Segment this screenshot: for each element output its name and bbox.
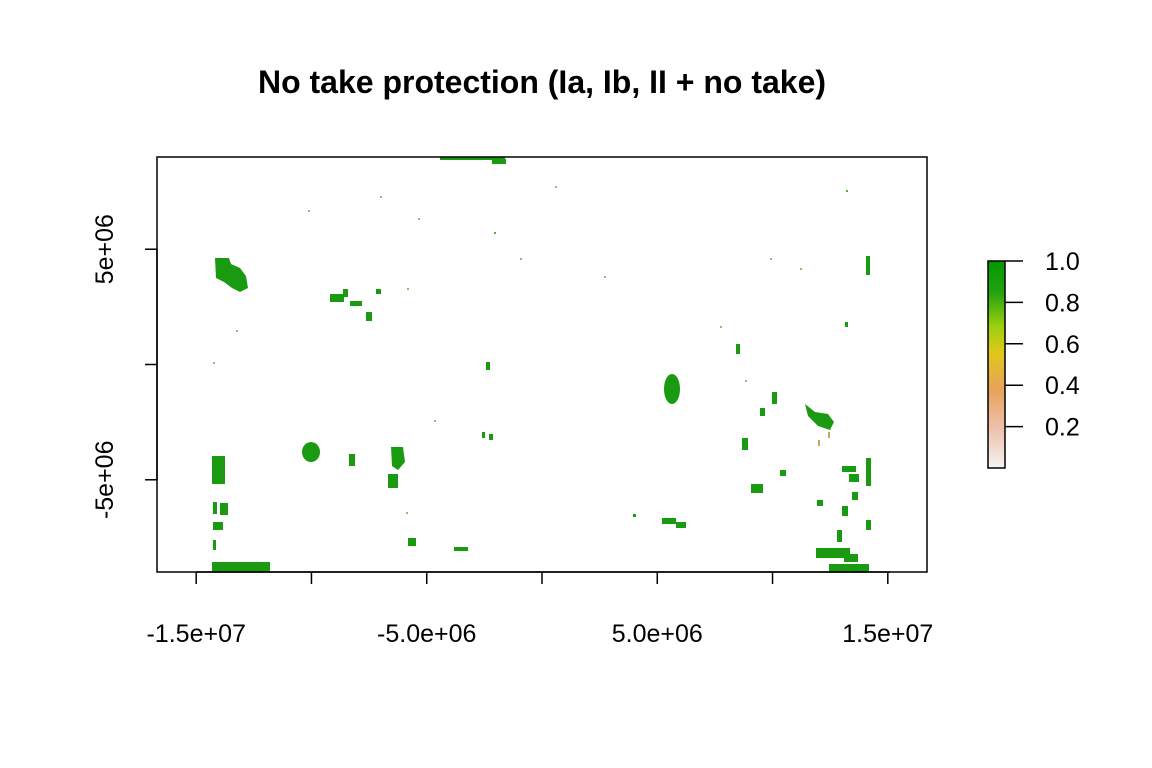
raster-speck (407, 288, 409, 290)
raster-patch (664, 374, 680, 404)
y-tick-label: 5e+06 (91, 214, 119, 284)
raster-patch (842, 506, 848, 516)
raster-patch (751, 484, 763, 493)
raster-patch (343, 289, 348, 297)
raster-patch (220, 503, 228, 515)
legend-tick-label: 0.2 (1045, 414, 1080, 442)
legend-tick-label: 1.0 (1045, 248, 1080, 276)
raster-speck (604, 276, 606, 278)
raster-speck (828, 432, 830, 438)
raster-patch (486, 362, 490, 370)
raster-patch (852, 492, 858, 500)
raster-speck (770, 258, 772, 260)
raster-patch (676, 522, 686, 528)
raster-patch (866, 256, 870, 275)
raster-patch (849, 474, 859, 482)
raster-patch (866, 458, 871, 486)
raster-patch (742, 438, 748, 450)
raster-patch (489, 434, 493, 440)
y-tick-label: -5e+06 (91, 441, 119, 520)
raster-patch (350, 301, 362, 306)
raster-speck (434, 420, 436, 422)
x-tick-label: -5.0e+06 (377, 620, 476, 648)
raster-layer (212, 157, 871, 572)
raster-patch (817, 500, 823, 506)
raster-speck (236, 330, 238, 332)
raster-patch (212, 456, 225, 484)
raster-patch (842, 466, 856, 472)
raster-patch (845, 322, 848, 327)
raster-patch (780, 470, 786, 476)
raster-patch (376, 289, 381, 294)
raster-patch (662, 518, 676, 524)
raster-patch (213, 502, 217, 514)
x-tick-label: 5.0e+06 (612, 620, 703, 648)
raster-patch (215, 258, 248, 292)
raster-patch (212, 562, 270, 572)
chart-title: No take protection (Ia, Ib, II + no take… (258, 64, 826, 100)
raster-patch (633, 514, 636, 517)
raster-speck (745, 380, 747, 382)
raster-patch (816, 548, 850, 558)
legend-tick-label: 0.4 (1045, 372, 1080, 400)
raster-patch (837, 530, 842, 542)
raster-speck (800, 268, 802, 270)
x-axis: -1.5e+07 -5.0e+06 5.0e+06 1.5e+07 (146, 571, 933, 648)
raster-patch (408, 538, 416, 546)
raster-speck (213, 362, 215, 364)
raster-patch (213, 540, 216, 550)
raster-patch (760, 408, 765, 416)
raster-patch (866, 520, 871, 530)
raster-speck (308, 210, 310, 212)
raster-speck (818, 440, 820, 446)
raster-patch (805, 404, 834, 430)
raster-patch (844, 554, 858, 562)
raster-patch (482, 432, 485, 438)
raster-patch (492, 159, 506, 164)
raster-speck (520, 258, 522, 260)
raster-speck (494, 232, 496, 234)
plot-frame (156, 156, 928, 573)
raster-speck (406, 512, 408, 514)
raster-patch (366, 312, 372, 321)
raster-patch (736, 344, 740, 354)
raster-patch (454, 547, 468, 551)
legend-tick-label: 0.8 (1045, 289, 1080, 317)
raster-patch (330, 294, 344, 302)
legend-tick-label: 0.6 (1045, 331, 1080, 359)
x-tick-label: 1.5e+07 (842, 620, 933, 648)
color-legend: 0.2 0.4 0.6 0.8 1.0 (987, 248, 1080, 469)
raster-patch (302, 442, 320, 462)
raster-speck (846, 190, 848, 192)
raster-patch (829, 564, 869, 572)
raster-patch (213, 522, 223, 530)
raster-speck (380, 196, 382, 198)
raster-speck (720, 326, 722, 328)
raster-patch (349, 454, 355, 466)
raster-patch (391, 447, 405, 470)
raster-patch (440, 157, 505, 160)
raster-patch (772, 392, 777, 404)
legend-color-bar (987, 260, 1006, 469)
y-axis: 5e+06 -5e+06 (91, 214, 158, 520)
raster-patch (388, 474, 398, 488)
raster-speck (418, 218, 420, 220)
x-tick-label: -1.5e+07 (146, 620, 245, 648)
raster-speck (555, 186, 557, 188)
